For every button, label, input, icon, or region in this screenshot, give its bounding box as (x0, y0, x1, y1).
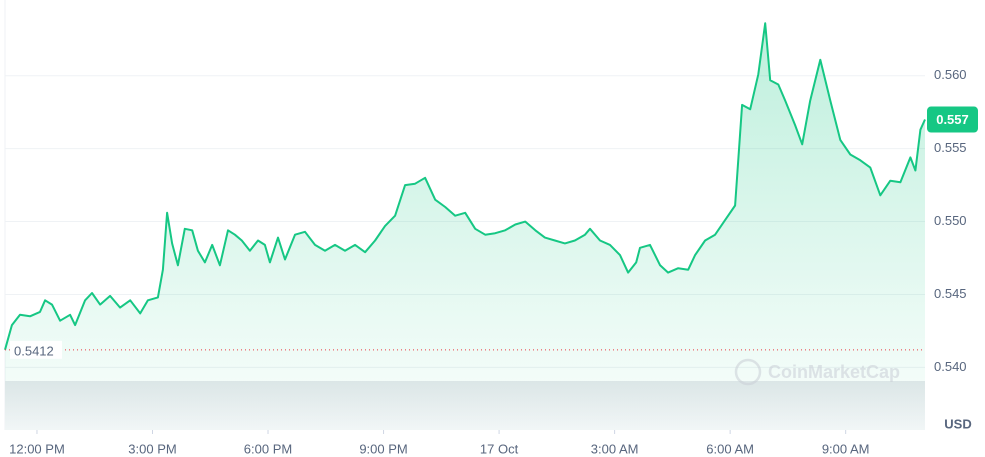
plot (4, 22, 926, 431)
y-tick-label: 0.550 (934, 213, 967, 228)
x-tick-label: 9:00 PM (359, 441, 407, 456)
x-tick-label: 6:00 PM (244, 441, 292, 456)
reference-label-bg (10, 340, 62, 359)
x-tick-label: 12:00 PM (9, 441, 65, 456)
watermark: CoinMarketCap (734, 358, 900, 386)
y-axis-label: USD (944, 416, 971, 431)
watermark-logo (734, 358, 762, 386)
x-tick-label: 3:00 PM (128, 441, 176, 456)
y-tick-label: 0.540 (934, 359, 967, 374)
reference-label: 0.5412 (14, 343, 54, 358)
y-tick-label: 0.545 (934, 286, 967, 301)
watermark-text: CoinMarketCap (768, 362, 900, 382)
price-line (4, 22, 926, 351)
price-tag (927, 106, 978, 133)
x-tick-label: 3:00 AM (591, 441, 639, 456)
x-tick-label: 6:00 AM (706, 441, 754, 456)
x-tick-label: 17 Oct (480, 441, 519, 456)
y-tick-label: 0.560 (934, 67, 967, 82)
x-tick-label: 9:00 AM (822, 441, 870, 456)
area-fill (5, 23, 925, 431)
price-tag-label: 0.557 (936, 112, 969, 127)
y-tick-label: 0.555 (934, 140, 967, 155)
